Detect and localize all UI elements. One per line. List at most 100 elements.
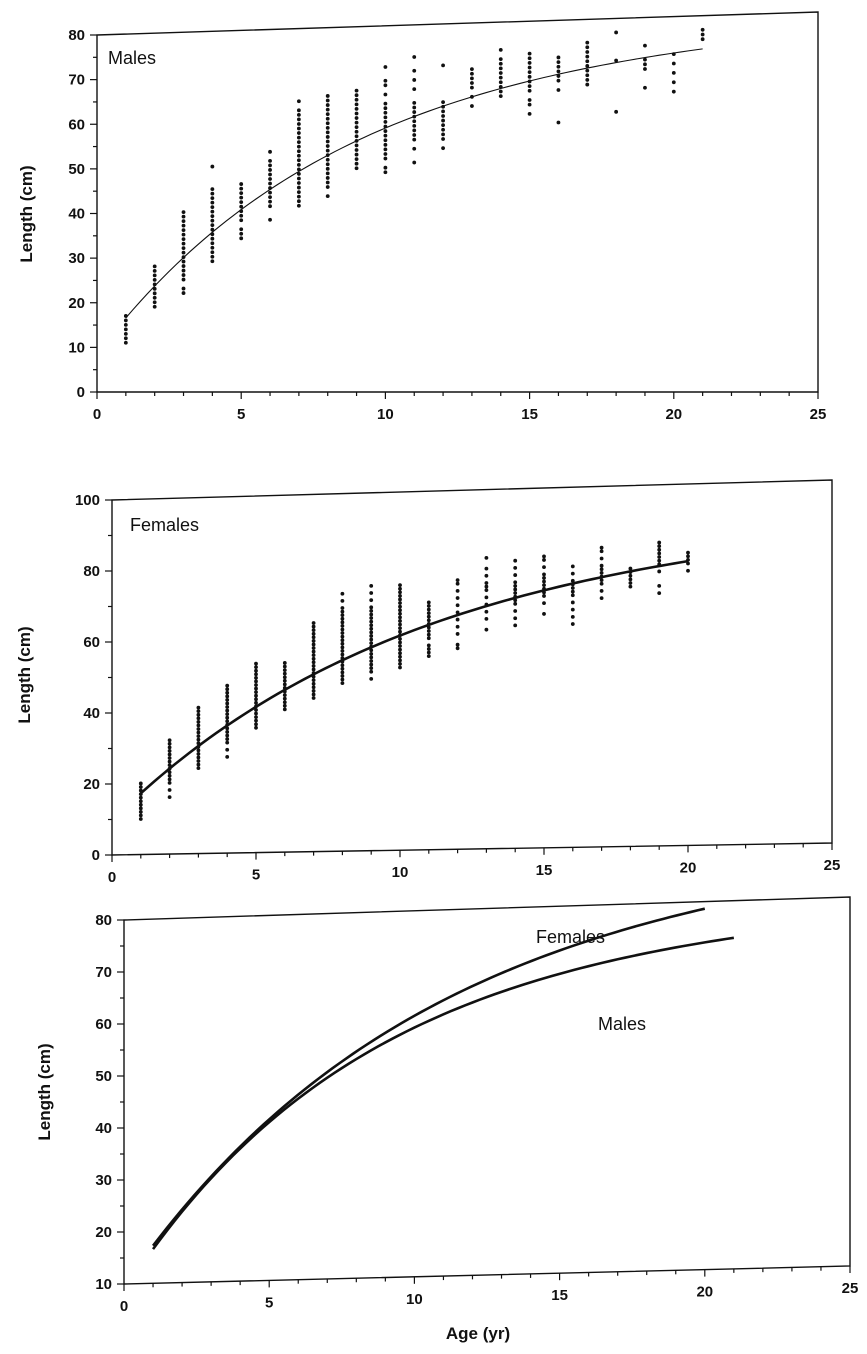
x-tick-label: 10 — [392, 864, 409, 881]
data-point — [585, 82, 590, 87]
data-point — [225, 740, 230, 745]
data-point — [383, 142, 388, 147]
data-point — [311, 660, 316, 665]
data-point — [268, 204, 272, 209]
data-point — [657, 569, 662, 574]
data-point — [196, 748, 201, 753]
data-point — [383, 165, 388, 170]
data-point — [484, 573, 489, 578]
panel-label: Males — [108, 48, 156, 68]
data-point — [369, 669, 374, 674]
data-point — [225, 690, 230, 695]
data-point — [296, 117, 301, 122]
data-point — [354, 97, 359, 102]
data-point — [570, 589, 575, 594]
data-point — [369, 637, 374, 642]
data-point — [167, 773, 172, 778]
data-point — [470, 81, 474, 85]
data-point — [383, 138, 388, 143]
data-point — [556, 78, 561, 83]
data-point — [210, 218, 215, 223]
data-point — [225, 701, 230, 706]
data-point — [325, 162, 330, 167]
data-point — [484, 595, 489, 600]
data-point — [268, 149, 272, 154]
series-label-males: Males — [598, 1014, 646, 1034]
data-point — [354, 120, 359, 125]
x-tick-label: 5 — [265, 1294, 273, 1311]
data-point — [282, 693, 287, 697]
data-point — [354, 134, 359, 139]
data-point — [282, 696, 287, 701]
data-point — [239, 227, 244, 232]
data-point — [426, 643, 431, 648]
data-point — [311, 649, 316, 654]
y-axis-title: Length (cm) — [17, 165, 36, 262]
data-point — [412, 55, 417, 59]
data-point — [455, 610, 460, 615]
data-point — [398, 615, 402, 620]
data-point — [282, 664, 287, 669]
data-point — [671, 61, 676, 66]
data-point — [527, 84, 532, 88]
y-tick-label: 0 — [77, 384, 85, 401]
data-point — [181, 223, 186, 228]
data-point — [254, 679, 258, 684]
data-point — [296, 185, 301, 190]
data-point — [239, 195, 244, 200]
y-tick-label: 60 — [95, 1016, 112, 1033]
data-point — [225, 719, 230, 724]
data-point — [296, 149, 301, 154]
data-point — [527, 51, 532, 56]
data-point — [441, 109, 445, 114]
data-point — [196, 759, 201, 763]
data-point — [354, 166, 359, 171]
data-point — [556, 120, 561, 125]
data-point — [455, 646, 460, 651]
data-point — [254, 718, 258, 723]
data-point — [340, 645, 345, 650]
data-point — [167, 770, 172, 775]
data-point — [383, 92, 388, 97]
data-point — [412, 133, 417, 137]
data-point — [167, 752, 172, 757]
data-point — [455, 603, 460, 608]
data-point — [513, 580, 518, 585]
data-point — [340, 606, 345, 610]
data-point — [325, 176, 330, 180]
data-point — [686, 568, 690, 573]
data-point — [254, 722, 258, 727]
y-tick-label: 40 — [95, 1120, 112, 1137]
data-point — [340, 663, 345, 668]
x-tick-label: 0 — [108, 869, 116, 886]
data-point — [196, 716, 201, 721]
data-point — [426, 636, 431, 641]
data-point — [181, 250, 186, 255]
data-point — [599, 545, 604, 550]
data-point — [296, 140, 301, 145]
data-point — [527, 56, 532, 61]
data-point — [643, 57, 647, 62]
data-point — [123, 327, 128, 332]
data-point — [340, 613, 345, 618]
data-point — [585, 45, 590, 50]
data-point — [383, 129, 388, 133]
data-point — [254, 697, 258, 702]
data-point — [239, 218, 244, 223]
data-point — [369, 651, 374, 656]
data-point — [398, 604, 402, 609]
y-tick-label: 40 — [83, 705, 100, 722]
data-point — [296, 181, 301, 185]
data-point — [254, 700, 258, 705]
data-point — [441, 127, 445, 132]
data-point — [225, 737, 230, 741]
data-point — [570, 593, 575, 598]
data-point — [369, 619, 374, 624]
data-point — [354, 93, 359, 98]
data-point — [340, 652, 345, 657]
data-point — [398, 593, 402, 598]
data-point — [196, 762, 201, 767]
y-tick-label: 60 — [83, 634, 100, 651]
data-point — [369, 583, 374, 588]
data-point — [296, 108, 301, 113]
